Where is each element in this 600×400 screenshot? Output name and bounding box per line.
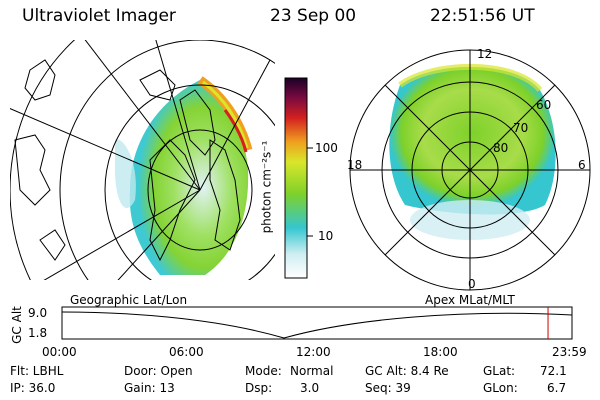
gc-alt-info: GC Alt: 8.4 Re	[365, 364, 449, 378]
ip-info: IP: 36.0	[10, 381, 56, 395]
colorbar	[284, 77, 313, 279]
mlt-label-18: 18	[347, 158, 363, 172]
timeline-xtick-1200: 12:00	[296, 345, 331, 359]
colorbar-label: photon cm⁻²s⁻¹	[259, 140, 274, 234]
dsp-value: 3.0	[300, 381, 320, 395]
geographic-label: Geographic Lat/Lon	[70, 293, 188, 307]
altitude-timeline	[61, 306, 573, 340]
cyan-fringe	[115, 139, 136, 209]
mode-label: Mode:	[245, 364, 282, 378]
emission-region	[129, 80, 249, 275]
gain-info: Gain: 13	[124, 381, 175, 395]
mlt-label-6: 6	[578, 158, 586, 172]
polar-plot	[349, 49, 591, 291]
glat-value: 72.1	[540, 364, 567, 378]
timeline-ylabel: GC Alt	[9, 306, 24, 344]
colorbar-tick-10: 10	[318, 229, 334, 243]
lat-label-70: 70	[513, 121, 529, 135]
dsp-label: Dsp:	[245, 381, 273, 395]
mlt-label-12: 12	[477, 47, 493, 61]
lat-label-80: 80	[493, 141, 509, 155]
timeline-xtick-1800: 18:00	[423, 345, 458, 359]
timeline-xtick-0000: 00:00	[42, 345, 77, 359]
glat-label: GLat:	[483, 364, 516, 378]
lat-label-60: 60	[536, 98, 552, 112]
colorbar-tick-100: 100	[315, 141, 338, 155]
timeline-xtick-0600: 06:00	[169, 345, 204, 359]
timeline-xtick-2359: 23:59	[552, 345, 587, 359]
instrument-title: Ultraviolet Imager	[22, 6, 176, 26]
door-info: Door: Open	[124, 364, 193, 378]
geographic-image	[10, 40, 275, 280]
timeline-ytick-1-8: 1.8	[28, 326, 48, 340]
auroral-oval	[389, 66, 556, 215]
timeline-ytick-9: 9.0	[28, 306, 48, 320]
altitude-curve	[61, 311, 573, 339]
glon-label: GLon:	[483, 381, 518, 395]
mlt-label-0: 0	[468, 277, 476, 291]
date-label: 23 Sep 00	[270, 6, 357, 26]
time-label: 22:51:56 UT	[430, 6, 535, 26]
seq-info: Seq: 39	[365, 381, 411, 395]
apex-label: Apex MLat/MLT	[425, 293, 515, 307]
filter-info: Flt: LBHL	[10, 364, 64, 378]
glon-value: 6.7	[547, 381, 567, 395]
mode-value: Normal	[290, 364, 334, 378]
